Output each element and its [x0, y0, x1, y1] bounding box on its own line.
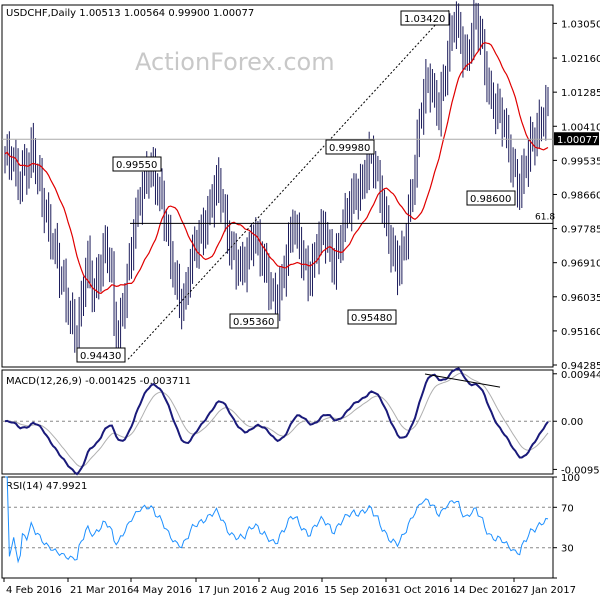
annotation-box — [466, 190, 516, 206]
y-tick-label: 0.96910 — [561, 259, 600, 270]
annotation-label: 0.95360 — [233, 317, 274, 328]
y-tick-label: 0.98660 — [561, 190, 600, 201]
y-tick-label: 1.03050 — [561, 19, 600, 30]
x-tick-label: 15 Sep 2016 — [324, 585, 387, 596]
rsi-line — [5, 476, 549, 564]
annotation-label: 1.03420 — [404, 14, 445, 25]
macd-divergence-line — [424, 373, 501, 388]
moving-average-line — [4, 41, 549, 294]
annotation-label: 0.99550 — [116, 160, 157, 171]
panel-frame-3 — [1, 476, 554, 579]
x-tick-label: 14 Dec 2016 — [453, 585, 517, 596]
x-tick-label: 4 Feb 2016 — [6, 585, 62, 596]
x-tick-label: 21 Mar 2016 — [70, 585, 133, 596]
annotation-label: 0.95480 — [351, 313, 392, 324]
y-tick-label: 1.02160 — [561, 54, 600, 65]
y-tick-label: 0.94285 — [561, 361, 600, 372]
y-tick-label: 0.99535 — [561, 156, 600, 167]
macd-main-line — [4, 367, 549, 476]
annotation-box — [76, 347, 126, 363]
annotation-label: 0.99980 — [329, 143, 370, 154]
watermark: ActionForex.com — [135, 48, 335, 76]
last-price-label: 1.00077 — [557, 135, 598, 146]
panel-frame-2 — [1, 369, 554, 475]
rsi-y-tick-label: 30 — [561, 544, 574, 555]
annotation-box — [400, 10, 450, 26]
x-tick-label: 2 Aug 2016 — [261, 585, 319, 596]
rsi-y-tick-label: 100 — [561, 473, 580, 484]
x-tick-label: 31 Oct 2016 — [388, 585, 450, 596]
macd-y-tick-label: 0.009446 — [561, 370, 600, 381]
panel-frame-1 — [1, 4, 554, 368]
x-tick-label: 17 Jun 2016 — [198, 585, 258, 596]
x-tick-label: 4 May 2016 — [133, 585, 192, 596]
trend-line — [127, 8, 451, 360]
annotation-box — [347, 309, 397, 325]
x-tick-label: 27 Jan 2017 — [516, 585, 576, 596]
y-tick-label: 1.00410 — [561, 122, 600, 133]
annotation-label: 0.94430 — [80, 351, 121, 362]
macd-y-tick-label: 0.00 — [561, 417, 583, 428]
y-tick-label: 0.96035 — [561, 293, 600, 304]
y-tick-label: 1.01285 — [561, 88, 600, 99]
macd-title: MACD(12,26,9) -0.001425 -0.003711 — [6, 376, 191, 387]
macd-y-tick-label: -0.009588 — [561, 465, 600, 476]
rsi-y-tick-label: 70 — [561, 503, 574, 514]
fib-level-label: 61.8 — [535, 212, 555, 222]
annotation-box — [229, 313, 279, 329]
last-price-box — [554, 132, 599, 146]
macd-signal-line — [5, 372, 549, 468]
annotation-box — [112, 156, 162, 172]
rsi-title: RSI(14) 47.9921 — [6, 481, 87, 492]
annotation-box — [325, 139, 375, 155]
y-tick-label: 0.95160 — [561, 327, 600, 338]
chart-title: USDCHF,Daily 1.00513 1.00564 0.99900 1.0… — [6, 8, 254, 19]
annotation-label: 0.98600 — [470, 194, 511, 205]
y-tick-label: 0.97785 — [561, 225, 600, 236]
